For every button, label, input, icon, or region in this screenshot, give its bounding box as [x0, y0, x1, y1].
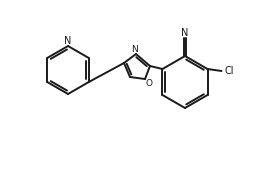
Text: N: N [64, 36, 72, 46]
Text: O: O [145, 79, 152, 88]
Text: N: N [181, 28, 189, 38]
Text: N: N [132, 46, 138, 55]
Text: Cl: Cl [225, 66, 234, 76]
